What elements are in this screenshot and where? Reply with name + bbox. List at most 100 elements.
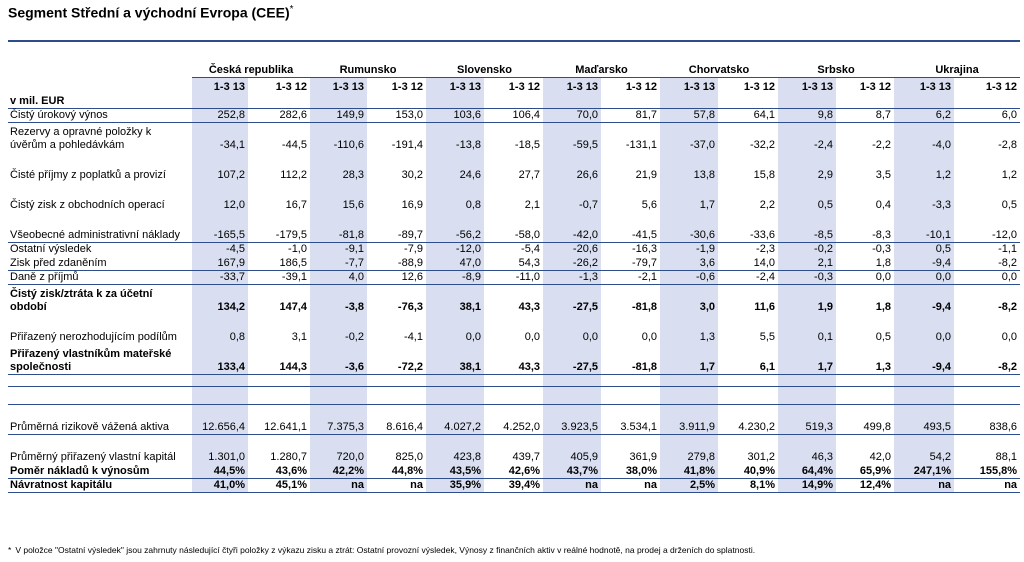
value-cell: -5,4	[521, 243, 540, 255]
value-cell: -9,4	[894, 344, 955, 375]
value-cell: 64,4%	[778, 464, 837, 479]
value-cell: 1,2	[1001, 169, 1018, 181]
value-cell: -0,3	[872, 243, 892, 255]
value-cell: 838,6	[954, 404, 1021, 435]
spacer-row	[8, 374, 1021, 387]
value-cell: 6,0	[954, 108, 1021, 123]
country-header: Chorvatsko	[660, 61, 779, 78]
value-cell: 30,2	[401, 169, 423, 181]
value-cell: na	[367, 478, 426, 493]
value-cell: 43,3	[518, 301, 540, 313]
value-cell: 149,9	[310, 108, 367, 123]
value-cell: 4.230,2	[718, 404, 779, 435]
table-row: Zisk před zdaněním 167,9 186,5 -7,7 -88,9 47,…	[8, 256, 1021, 271]
value-cell: 247,1%	[894, 464, 955, 479]
value-cell: na	[601, 478, 661, 493]
value-cell: 24,6	[426, 152, 484, 182]
value-cell: -33,6	[718, 212, 779, 243]
value-cell: -42,0	[543, 212, 601, 243]
value-cell: 0,0	[524, 331, 540, 343]
value-cell: 41,8%	[660, 464, 719, 479]
country-header: Srbsko	[778, 61, 895, 78]
financial-table: Česká republika Rumunsko Slovensko Maďar…	[8, 61, 1021, 493]
value-cell: 4.252,0	[484, 404, 543, 435]
row-label: Poměr nákladů k výnosům	[8, 464, 192, 479]
value-cell: 5,6	[641, 199, 658, 211]
row-label: Ostatní výsledek	[10, 243, 92, 255]
country-header: Ukrajina	[894, 61, 1021, 78]
value-cell: 0,0	[954, 270, 1021, 285]
value-cell: 88,1	[995, 451, 1018, 463]
value-cell: -81,8	[310, 212, 367, 243]
value-cell: na	[543, 478, 601, 493]
footnote: * V položce "Ostatní výsledek" jsou zahrn…	[8, 545, 756, 555]
value-cell: -0,7	[543, 182, 601, 212]
value-cell: -1,1	[998, 243, 1018, 255]
value-cell: 7.375,3	[310, 404, 367, 435]
value-cell: 0,4	[875, 199, 892, 211]
value-cell: 9,8	[778, 108, 837, 123]
value-cell: -12,0	[426, 242, 484, 256]
value-cell: 0,5	[1001, 199, 1018, 211]
value-cell: -81,8	[601, 344, 661, 375]
value-cell: 2,5%	[660, 478, 719, 493]
period-header: 1-3 13	[192, 77, 248, 94]
table-row: Návratnost kapitálu 41,0% 45,1% na na 35,9% 39…	[8, 478, 1021, 493]
value-cell: 153,0	[367, 108, 426, 123]
value-cell: 720,0	[310, 434, 367, 464]
value-cell: 0,0	[836, 270, 895, 285]
value-cell: -32,2	[749, 139, 776, 151]
value-cell: 493,5	[894, 404, 955, 435]
value-cell: -8,5	[778, 212, 837, 243]
value-cell: 2,9	[778, 152, 837, 182]
period-header: 1-3 12	[275, 81, 307, 93]
value-cell: -4,5	[192, 242, 248, 256]
value-cell: -10,1	[894, 212, 955, 243]
value-cell: 0,5	[778, 182, 837, 212]
value-cell: -16,3	[631, 243, 658, 255]
table-row: Přiřazený vlastníkům mateřské společnost…	[8, 344, 1021, 375]
page-title: Segment Střední a východní Evropa (CEE)*	[8, 4, 294, 21]
value-cell: -0,6	[660, 270, 719, 285]
value-cell: 186,5	[248, 256, 310, 271]
table-row: Čistý zisk z obchodních operací 12,0 16,7 1…	[8, 182, 1020, 212]
value-cell: 252,8	[192, 108, 248, 123]
value-cell: 21,9	[635, 169, 658, 181]
value-cell: 1,9	[778, 284, 837, 314]
row-label: Čistý úrokový výnos	[8, 108, 192, 123]
value-cell: -8,9	[426, 270, 484, 285]
value-cell: 42,0	[869, 451, 892, 463]
value-cell: 13,8	[660, 152, 719, 182]
value-cell: 4.027,2	[426, 404, 484, 435]
value-cell: -4,0	[894, 122, 955, 152]
value-cell: -2,4	[778, 122, 837, 152]
row-label: Návratnost kapitálu	[8, 478, 192, 493]
value-cell: -39,1	[248, 270, 310, 285]
value-cell: 0,0	[641, 331, 658, 343]
value-cell: 2,1	[524, 199, 540, 211]
value-cell: -89,7	[367, 212, 426, 243]
value-cell: 0,0	[894, 314, 955, 344]
value-cell: -4,1	[404, 331, 423, 343]
row-label: Zisk před zdaněním	[8, 256, 192, 271]
value-cell: 1,7	[778, 344, 837, 375]
value-cell: -12,0	[954, 212, 1021, 243]
value-cell: -8,2	[998, 301, 1018, 313]
value-cell: -18,5	[514, 139, 540, 151]
value-cell: 825,0	[395, 451, 423, 463]
value-cell: 0,0	[1001, 331, 1018, 343]
value-cell: 2,1	[778, 256, 837, 271]
value-cell: 46,3	[778, 434, 837, 464]
value-cell: -30,6	[660, 212, 719, 243]
value-cell: 1.301,0	[192, 434, 248, 464]
table-row: Rezervy a opravné položky k úvěrům a poh…	[8, 122, 1020, 152]
value-cell: 64,1	[718, 108, 779, 123]
table-row: Všeobecné administrativní náklady -165,5-…	[8, 212, 1021, 243]
value-cell: 0,5	[894, 242, 955, 256]
value-cell: 1,8	[875, 301, 892, 313]
value-cell: -8,2	[954, 256, 1021, 271]
row-label: Přiřazený nerozhodujícím podílům	[10, 331, 177, 343]
row-label: Čistý zisk/ztráta k za účetní období	[10, 288, 153, 313]
value-cell: 3.911,9	[660, 404, 719, 435]
value-cell: 423,8	[426, 434, 484, 464]
